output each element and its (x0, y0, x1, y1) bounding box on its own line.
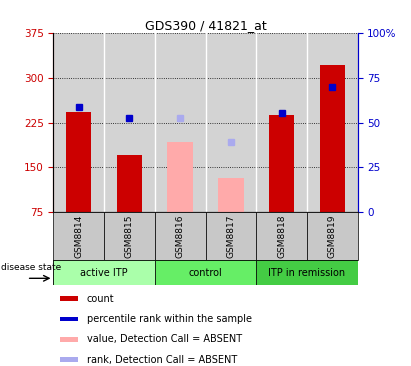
Text: ITP in remission: ITP in remission (268, 268, 345, 278)
Bar (60, 296, 78, 301)
Bar (218, 178, 243, 212)
Bar (60, 337, 78, 342)
Bar (256, 260, 358, 285)
Bar (155, 212, 206, 260)
Bar (307, 212, 358, 260)
Text: GSM8816: GSM8816 (175, 214, 185, 258)
Text: GSM8817: GSM8817 (226, 214, 236, 258)
Bar (66, 112, 91, 212)
Bar (117, 156, 142, 212)
Bar (60, 317, 78, 321)
Text: percentile rank within the sample: percentile rank within the sample (87, 314, 252, 324)
Bar (155, 260, 256, 285)
Title: GDS390 / 41821_at: GDS390 / 41821_at (145, 19, 266, 32)
Bar (269, 115, 294, 212)
Bar (53, 260, 155, 285)
Text: GSM8818: GSM8818 (277, 214, 286, 258)
Text: GSM8814: GSM8814 (74, 214, 83, 258)
Text: count: count (87, 294, 115, 304)
Text: active ITP: active ITP (80, 268, 128, 278)
Bar (319, 65, 345, 212)
Bar (168, 142, 193, 212)
Text: disease state: disease state (1, 262, 61, 272)
Text: GSM8815: GSM8815 (125, 214, 134, 258)
Bar (53, 212, 104, 260)
Bar (60, 357, 78, 362)
Text: control: control (189, 268, 222, 278)
Text: GSM8819: GSM8819 (328, 214, 337, 258)
Text: value, Detection Call = ABSENT: value, Detection Call = ABSENT (87, 334, 242, 344)
Bar (206, 212, 256, 260)
Bar (104, 212, 155, 260)
Text: rank, Detection Call = ABSENT: rank, Detection Call = ABSENT (87, 355, 237, 365)
Bar (256, 212, 307, 260)
